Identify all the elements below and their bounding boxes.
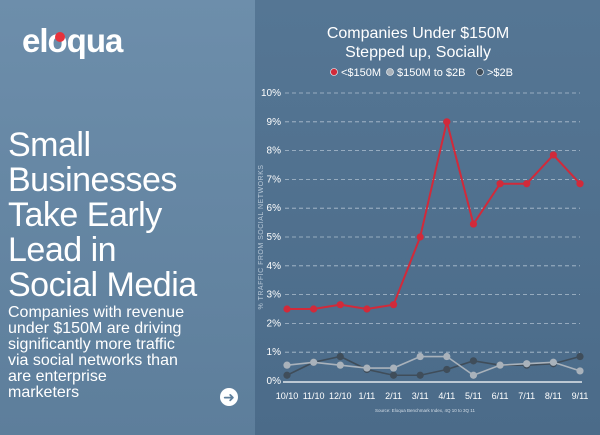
data-point	[443, 352, 451, 361]
legend-marker	[386, 68, 394, 76]
legend-label: >$2B	[487, 67, 513, 79]
data-point	[416, 233, 424, 241]
data-point	[416, 371, 424, 379]
data-point	[310, 358, 318, 366]
data-point	[363, 305, 371, 313]
data-point	[283, 371, 291, 379]
data-point	[576, 352, 584, 361]
logo-text: eloqua	[22, 22, 123, 59]
story-panel	[0, 0, 255, 435]
data-point	[363, 364, 371, 372]
data-point	[389, 371, 398, 379]
logo-accent-dot	[55, 32, 65, 42]
data-point	[310, 305, 318, 313]
legend-marker	[330, 68, 338, 76]
headline: Small Businesses Take Early Lead in Soci…	[8, 128, 248, 303]
legend-marker	[476, 68, 484, 76]
x-tick-label: 2/11	[385, 391, 402, 401]
data-point	[336, 361, 344, 369]
y-tick-label: 3%	[267, 290, 282, 301]
data-point	[469, 357, 478, 365]
x-tick-label: 6/11	[492, 391, 509, 401]
data-point	[443, 118, 451, 126]
x-tick-label: 8/11	[545, 391, 562, 401]
y-axis-label: % TRAFFIC FROM SOCIAL NETWORKS	[258, 165, 265, 310]
data-point	[389, 364, 398, 372]
headline-line: Small	[8, 126, 91, 164]
y-tick-label: 7%	[267, 174, 282, 185]
y-tick-label: 8%	[267, 146, 282, 157]
x-tick-label: 10/10	[276, 391, 299, 401]
data-point	[283, 305, 291, 313]
data-point	[496, 180, 504, 188]
data-point	[389, 301, 398, 309]
data-point	[549, 358, 557, 366]
legend-label: $150M to $2B	[397, 67, 466, 79]
arrow-right-icon: ➜	[223, 389, 235, 405]
subtext-line: via social networks than	[8, 352, 178, 369]
y-tick-label: 6%	[267, 203, 282, 214]
subtext-line: Companies with revenue	[8, 304, 185, 321]
series-line-0	[287, 121, 581, 311]
subtext-line: marketers	[8, 384, 80, 401]
y-tick-label: 2%	[267, 318, 282, 329]
x-tick-label: 7/11	[518, 391, 535, 401]
data-point	[576, 367, 584, 375]
data-point	[416, 352, 424, 361]
x-tick-label: 9/11	[572, 391, 589, 401]
subtext: Companies with revenue under $150M are d…	[8, 305, 238, 401]
y-tick-label: 10%	[261, 88, 281, 99]
data-point	[336, 301, 344, 309]
data-point	[469, 220, 478, 228]
chart-title: Stepped up, Socially	[345, 44, 491, 61]
x-tick-label: 4/11	[438, 391, 455, 401]
data-point	[469, 371, 478, 379]
x-tick-label: 3/11	[412, 391, 429, 401]
data-point	[443, 365, 451, 374]
headline-line: Take Early	[8, 196, 162, 234]
subtext-line: under $150M are driving	[8, 320, 182, 337]
subtext-line: are enterprise	[8, 368, 107, 385]
subtext-line: significantly more traffic	[8, 336, 175, 353]
y-tick-label: 1%	[267, 347, 282, 358]
data-point	[336, 352, 344, 361]
data-point	[523, 360, 531, 368]
data-point	[549, 151, 557, 159]
chart-title: Companies Under $150M	[327, 25, 509, 42]
x-tick-label: 11/10	[303, 391, 325, 401]
data-point	[523, 180, 531, 188]
data-point	[283, 361, 291, 369]
data-point	[496, 361, 504, 369]
data-point	[576, 180, 584, 188]
next-arrow-button[interactable]: ➜	[220, 388, 238, 406]
eloqua-logo: eloqua	[22, 22, 123, 60]
legend-label: <$150M	[341, 67, 381, 79]
headline-line: Businesses	[8, 161, 177, 199]
source-note: Source: Eloqua Benchmark Index, 4Q 10 to…	[375, 408, 475, 413]
headline-line: Lead in	[8, 231, 117, 269]
y-tick-label: 4%	[267, 261, 282, 272]
y-tick-label: 0%	[267, 376, 282, 387]
headline-line: Social Media	[8, 266, 197, 304]
y-tick-label: 5%	[267, 232, 282, 243]
x-tick-label: 5/11	[465, 391, 482, 401]
y-tick-label: 9%	[267, 117, 282, 128]
x-tick-label: 1/11	[358, 391, 375, 401]
series-line-2	[286, 355, 581, 377]
x-tick-label: 12/10	[329, 391, 352, 401]
series-line-1	[286, 355, 581, 377]
